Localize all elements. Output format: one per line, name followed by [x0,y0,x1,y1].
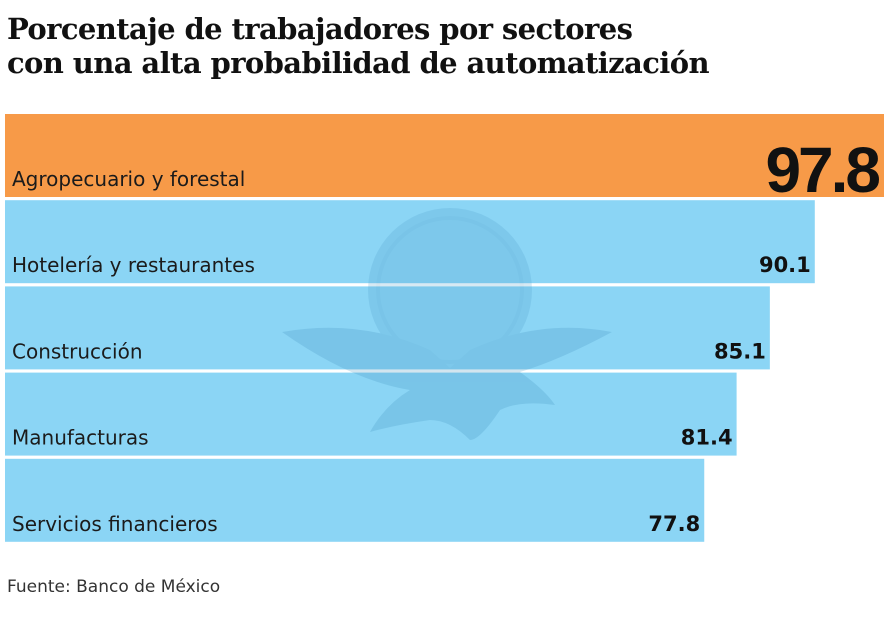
category-label: Manufacturas [12,426,149,450]
bar-2 [5,286,770,370]
value-label: 90.1 [759,253,811,277]
value-label: 85.1 [714,339,766,363]
bar-1 [5,200,815,284]
title-line-2: con una alta probabilidad de automatizac… [7,46,710,80]
category-label: Servicios financieros [12,512,218,536]
category-label: Agropecuario y forestal [12,167,245,191]
source-note: Fuente: Banco de México [7,577,221,597]
category-label: Hotelería y restaurantes [12,253,255,277]
bar-0 [5,114,884,197]
eagle-globe-logo-icon [282,208,612,440]
value-label: 77.8 [648,512,700,536]
bar-3 [5,372,737,456]
title-line-1: Porcentaje de trabajadores por sectores [7,12,633,46]
value-label: 81.4 [681,426,733,450]
bar-4 [5,458,705,542]
value-label: 97.8 [765,134,879,206]
chart-title: Porcentaje de trabajadores por sectores … [7,12,877,80]
category-label: Construcción [12,339,143,363]
